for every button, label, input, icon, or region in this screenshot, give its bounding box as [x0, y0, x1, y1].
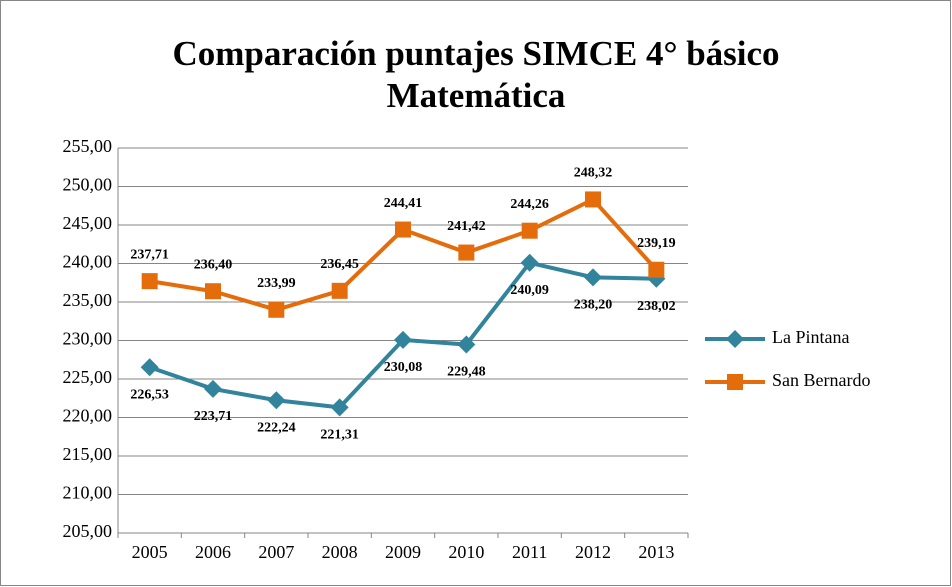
y-tick-label: 210,00	[63, 483, 113, 503]
point-marker	[458, 244, 475, 261]
y-tick-label: 245,00	[63, 213, 113, 233]
data-label: 244,26	[510, 197, 549, 212]
data-label: 237,71	[130, 247, 169, 262]
legend-label: La Pintana	[772, 327, 849, 347]
point-marker	[585, 191, 601, 208]
data-label: 244,41	[384, 196, 423, 211]
data-label: 238,20	[574, 298, 613, 313]
point-marker	[268, 301, 285, 318]
x-tick-label: 2011	[512, 542, 547, 562]
x-tick-label: 2013	[638, 542, 674, 562]
data-label: 230,08	[384, 360, 423, 375]
x-tick-label: 2010	[448, 542, 484, 562]
data-label: 233,99	[257, 276, 296, 291]
point-marker	[457, 335, 476, 354]
point-marker	[140, 358, 159, 377]
x-tick-label: 2007	[258, 542, 294, 562]
point-marker	[330, 398, 349, 417]
point-marker	[204, 379, 222, 398]
data-label: 239,19	[637, 236, 676, 251]
x-tick-label: 2006	[195, 542, 231, 562]
point-marker	[395, 221, 411, 238]
chart-title: Matemática	[387, 76, 566, 115]
point-marker	[584, 268, 602, 287]
point-marker	[205, 283, 221, 300]
point-marker	[520, 253, 539, 272]
data-label: 222,24	[257, 420, 296, 435]
point-marker	[521, 222, 538, 239]
point-marker	[648, 261, 665, 278]
y-tick-label: 220,00	[63, 406, 113, 426]
y-tick-label: 240,00	[63, 252, 113, 272]
y-tick-label: 255,00	[63, 136, 113, 156]
data-label: 223,71	[194, 409, 233, 424]
y-tick-label: 205,00	[63, 521, 113, 541]
data-label: 248,32	[574, 166, 613, 181]
point-marker	[331, 282, 348, 299]
data-label: 238,02	[637, 299, 676, 314]
data-label: 236,45	[320, 257, 359, 272]
legend-marker	[726, 330, 744, 348]
legend-label: San Bernardo	[772, 370, 870, 390]
point-marker	[267, 391, 286, 410]
x-tick-label: 2008	[322, 542, 358, 562]
legend-marker	[727, 374, 743, 390]
point-marker	[394, 330, 412, 349]
x-tick-label: 2009	[385, 542, 421, 562]
data-label: 240,09	[510, 283, 549, 298]
data-label: 226,53	[130, 387, 169, 402]
x-tick-label: 2012	[575, 542, 611, 562]
y-tick-label: 235,00	[63, 290, 113, 310]
y-tick-label: 215,00	[63, 444, 113, 464]
x-tick-label: 2005	[132, 542, 168, 562]
data-label: 221,31	[320, 428, 359, 443]
point-marker	[141, 273, 158, 290]
y-tick-label: 225,00	[63, 367, 113, 387]
data-label: 236,40	[194, 257, 233, 272]
y-tick-label: 250,00	[63, 175, 113, 195]
data-label: 241,42	[447, 219, 486, 234]
y-tick-label: 230,00	[63, 329, 113, 349]
data-label: 229,48	[447, 365, 486, 380]
chart-title: Comparación puntajes SIMCE 4° básico	[172, 34, 779, 73]
